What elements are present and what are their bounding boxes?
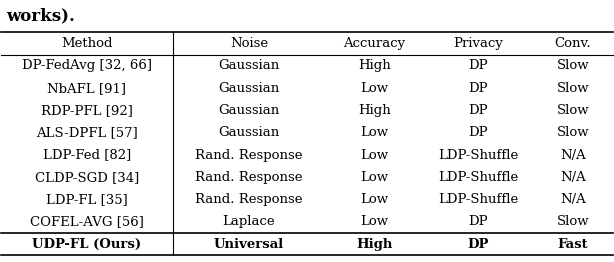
- Text: Conv.: Conv.: [554, 37, 591, 50]
- Text: N/A: N/A: [560, 193, 586, 206]
- Text: DP: DP: [467, 238, 489, 251]
- Text: LDP-FL [35]: LDP-FL [35]: [46, 193, 128, 206]
- Text: Gaussian: Gaussian: [219, 82, 279, 95]
- Text: DP: DP: [468, 215, 488, 228]
- Text: LDP-Shuffle: LDP-Shuffle: [438, 149, 518, 162]
- Text: Rand. Response: Rand. Response: [195, 149, 303, 162]
- Text: Gaussian: Gaussian: [219, 126, 279, 139]
- Text: Gaussian: Gaussian: [219, 59, 279, 72]
- Text: Low: Low: [360, 149, 388, 162]
- Text: DP: DP: [468, 126, 488, 139]
- Text: Low: Low: [360, 82, 388, 95]
- Text: Low: Low: [360, 126, 388, 139]
- Text: Slow: Slow: [556, 104, 589, 117]
- Text: Slow: Slow: [556, 59, 589, 72]
- Text: N/A: N/A: [560, 171, 586, 184]
- Text: Low: Low: [360, 193, 388, 206]
- Text: Noise: Noise: [230, 37, 268, 50]
- Text: DP: DP: [468, 82, 488, 95]
- Text: High: High: [358, 59, 391, 72]
- Text: High: High: [358, 104, 391, 117]
- Text: Method: Method: [61, 37, 113, 50]
- Text: LDP-Shuffle: LDP-Shuffle: [438, 171, 518, 184]
- Text: Slow: Slow: [556, 82, 589, 95]
- Text: High: High: [356, 238, 392, 251]
- Text: CLDP-SGD [34]: CLDP-SGD [34]: [35, 171, 139, 184]
- Text: Laplace: Laplace: [223, 215, 275, 228]
- Text: works).: works).: [6, 8, 75, 25]
- Text: Gaussian: Gaussian: [219, 104, 279, 117]
- Text: Universal: Universal: [214, 238, 284, 251]
- Text: Privacy: Privacy: [453, 37, 503, 50]
- Text: DP: DP: [468, 59, 488, 72]
- Text: Rand. Response: Rand. Response: [195, 193, 303, 206]
- Text: Fast: Fast: [558, 238, 588, 251]
- Text: DP: DP: [468, 104, 488, 117]
- Text: UDP-FL (Ours): UDP-FL (Ours): [33, 238, 141, 251]
- Text: COFEL-AVG [56]: COFEL-AVG [56]: [30, 215, 144, 228]
- Text: Slow: Slow: [556, 215, 589, 228]
- Text: Low: Low: [360, 215, 388, 228]
- Text: Low: Low: [360, 171, 388, 184]
- Text: Slow: Slow: [556, 126, 589, 139]
- Text: LDP-Shuffle: LDP-Shuffle: [438, 193, 518, 206]
- Text: DP-FedAvg [32, 66]: DP-FedAvg [32, 66]: [22, 59, 152, 72]
- Text: RDP-PFL [92]: RDP-PFL [92]: [41, 104, 133, 117]
- Text: Rand. Response: Rand. Response: [195, 171, 303, 184]
- Text: NbAFL [91]: NbAFL [91]: [47, 82, 126, 95]
- Text: LDP-Fed [82]: LDP-Fed [82]: [43, 149, 131, 162]
- Text: Accuracy: Accuracy: [343, 37, 405, 50]
- Text: ALS-DPFL [57]: ALS-DPFL [57]: [36, 126, 138, 139]
- Text: N/A: N/A: [560, 149, 586, 162]
